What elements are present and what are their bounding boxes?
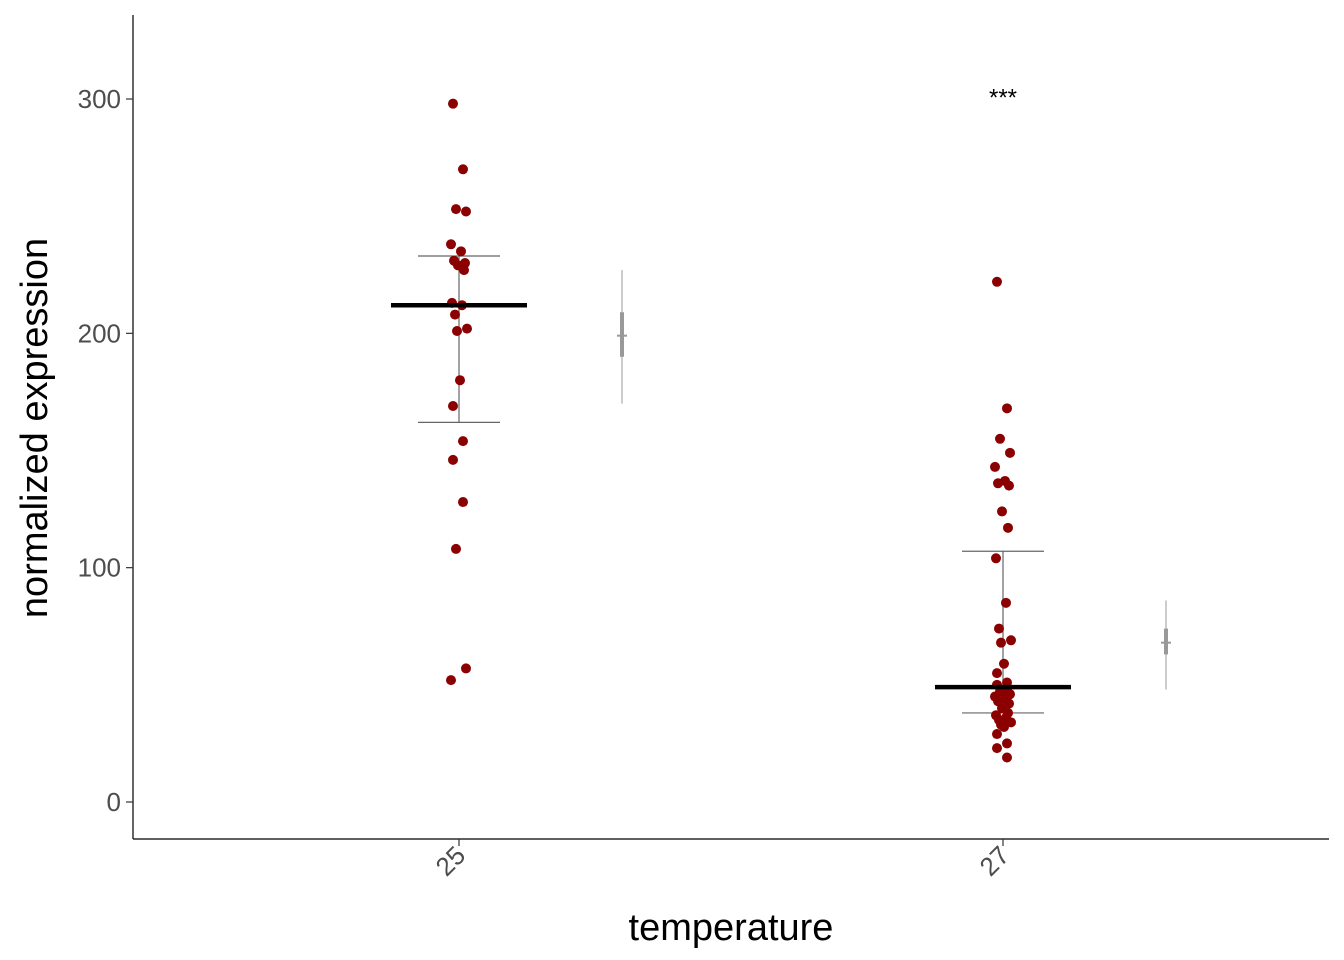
data-point: [459, 265, 469, 276]
annotations: ***: [989, 85, 1017, 112]
mean-bars: [391, 302, 1071, 690]
data-point: [458, 164, 468, 175]
y-tick-label: 100: [78, 553, 121, 583]
data-point: [448, 400, 458, 411]
data-point: [997, 506, 1007, 517]
y-tick-label: 300: [78, 84, 121, 114]
data-point: [992, 729, 1002, 740]
data-point: [999, 658, 1009, 669]
data-point: [452, 325, 462, 336]
data-point: [458, 497, 468, 508]
data-point: [992, 668, 1002, 679]
data-point: [1004, 698, 1014, 709]
error-bars: [418, 255, 1044, 714]
side-intervals: [617, 270, 1171, 690]
data-point: [1001, 597, 1011, 608]
data-point: [461, 663, 471, 674]
data-point: [994, 623, 1004, 634]
y-tick-label: 200: [78, 318, 121, 348]
y-tick-label: 0: [107, 787, 121, 817]
data-point: [446, 239, 456, 250]
data-point: [448, 98, 458, 109]
data-point: [996, 637, 1006, 648]
data-point: [451, 543, 461, 554]
x-axis-title: temperature: [629, 907, 834, 949]
data-point: [993, 478, 1003, 489]
data-point: [991, 553, 1001, 564]
data-point: [455, 375, 465, 386]
data-point: [456, 246, 466, 257]
x-tick-label: 25: [430, 840, 472, 882]
significance-label: ***: [989, 85, 1017, 112]
data-point: [451, 204, 461, 215]
data-point: [458, 436, 468, 447]
data-point: [1005, 447, 1015, 458]
data-point: [1004, 480, 1014, 491]
data-point: [990, 461, 1000, 472]
y-axis-title: normalized expression: [14, 238, 56, 618]
data-point: [992, 276, 1002, 287]
data-point: [1002, 752, 1012, 763]
data-point: [462, 323, 472, 334]
data-point: [461, 206, 471, 217]
data-point: [995, 433, 1005, 444]
data-point: [992, 743, 1002, 754]
data-point: [1006, 717, 1016, 728]
x-tick-label: 27: [974, 840, 1016, 882]
data-point: [999, 722, 1009, 733]
data-point: [1002, 738, 1012, 749]
data-point: [1002, 403, 1012, 414]
data-point: [450, 309, 460, 320]
data-points: [446, 98, 1016, 763]
data-point: [446, 675, 456, 686]
data-point: [448, 454, 458, 465]
data-point: [1003, 522, 1013, 533]
data-point: [1006, 635, 1016, 646]
axes: 0 100 200 300 25 27: [78, 15, 1329, 882]
